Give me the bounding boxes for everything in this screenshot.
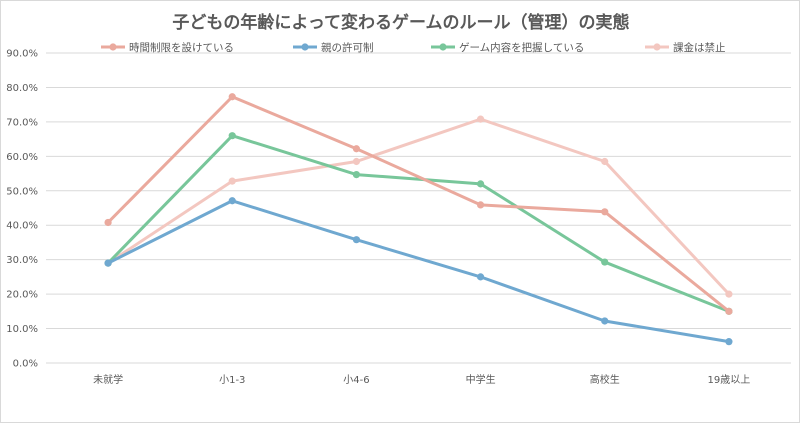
x-tick-label: 未就学 [93, 373, 123, 386]
data-point [601, 157, 609, 166]
y-tick-label: 90.0% [6, 49, 38, 60]
series-lines [104, 93, 733, 346]
data-point [725, 307, 733, 315]
series-group [104, 132, 733, 315]
data-point [725, 290, 733, 298]
data-point [352, 145, 361, 153]
y-axis-ticks: 0.0% 10.0% 20.0% 30.0% 40.0% 50.0% 60.0% 70.0% 8… [6, 49, 38, 370]
data-point [476, 115, 485, 123]
y-tick-label: 30.0% [6, 255, 38, 266]
data-point [601, 317, 609, 325]
y-tick-label: 0.0% [13, 359, 38, 370]
data-point [476, 201, 485, 209]
data-point [601, 258, 609, 266]
y-tick-label: 50.0% [6, 186, 38, 197]
legend-swatch-marker [301, 43, 309, 51]
legend-swatch-marker [439, 43, 447, 51]
series-line [107, 134, 730, 313]
data-point [228, 177, 236, 185]
data-point [352, 236, 361, 244]
series-group [104, 115, 733, 298]
grid-lines [46, 52, 791, 364]
x-tick-label: 高校生 [590, 373, 620, 386]
x-tick-label: 小1-3 [219, 374, 245, 386]
legend-item: 親の許可制 [293, 41, 374, 54]
y-tick-label: 40.0% [6, 221, 38, 232]
data-point [104, 259, 112, 267]
data-point [228, 93, 236, 101]
y-tick-label: 70.0% [6, 117, 38, 128]
legend: 時間制限を設けている 親の許可制 ゲーム内容を把握している 課金は禁止 [101, 41, 726, 54]
x-tick-label: 小4-6 [343, 374, 369, 386]
series-group [104, 93, 733, 315]
legend-item: ゲーム内容を把握している [431, 41, 584, 54]
series-line [107, 199, 730, 344]
x-axis-ticks: 未就学 小1-3 小4-6 中学生 高校生 19歳以上 [93, 373, 750, 386]
series-line [107, 95, 730, 313]
data-point [725, 338, 733, 346]
data-point [476, 273, 485, 281]
data-point [352, 170, 361, 179]
legend-label: 時間制限を設けている [129, 41, 234, 54]
data-point [104, 218, 112, 227]
x-tick-label: 19歳以上 [708, 374, 751, 386]
y-tick-label: 60.0% [6, 152, 38, 163]
data-point [352, 157, 361, 166]
data-point [228, 132, 236, 140]
series-group [104, 197, 733, 346]
data-point [601, 208, 609, 216]
legend-label: ゲーム内容を把握している [459, 41, 584, 54]
data-point [476, 180, 485, 188]
y-tick-label: 20.0% [6, 290, 38, 301]
legend-swatch-marker [653, 43, 661, 51]
legend-item: 課金は禁止 [645, 41, 726, 54]
y-tick-label: 80.0% [6, 83, 38, 94]
series-line [107, 117, 731, 296]
chart-title: 子どもの年齢によって変わるゲームのルール（管理）の実態 [172, 12, 629, 33]
legend-label: 課金は禁止 [673, 41, 726, 54]
legend-label: 親の許可制 [321, 41, 374, 54]
data-point [228, 197, 236, 205]
legend-swatch-marker [109, 43, 117, 51]
y-tick-label: 10.0% [6, 324, 38, 335]
x-tick-label: 中学生 [466, 373, 496, 386]
legend-item: 時間制限を設けている [101, 41, 234, 54]
